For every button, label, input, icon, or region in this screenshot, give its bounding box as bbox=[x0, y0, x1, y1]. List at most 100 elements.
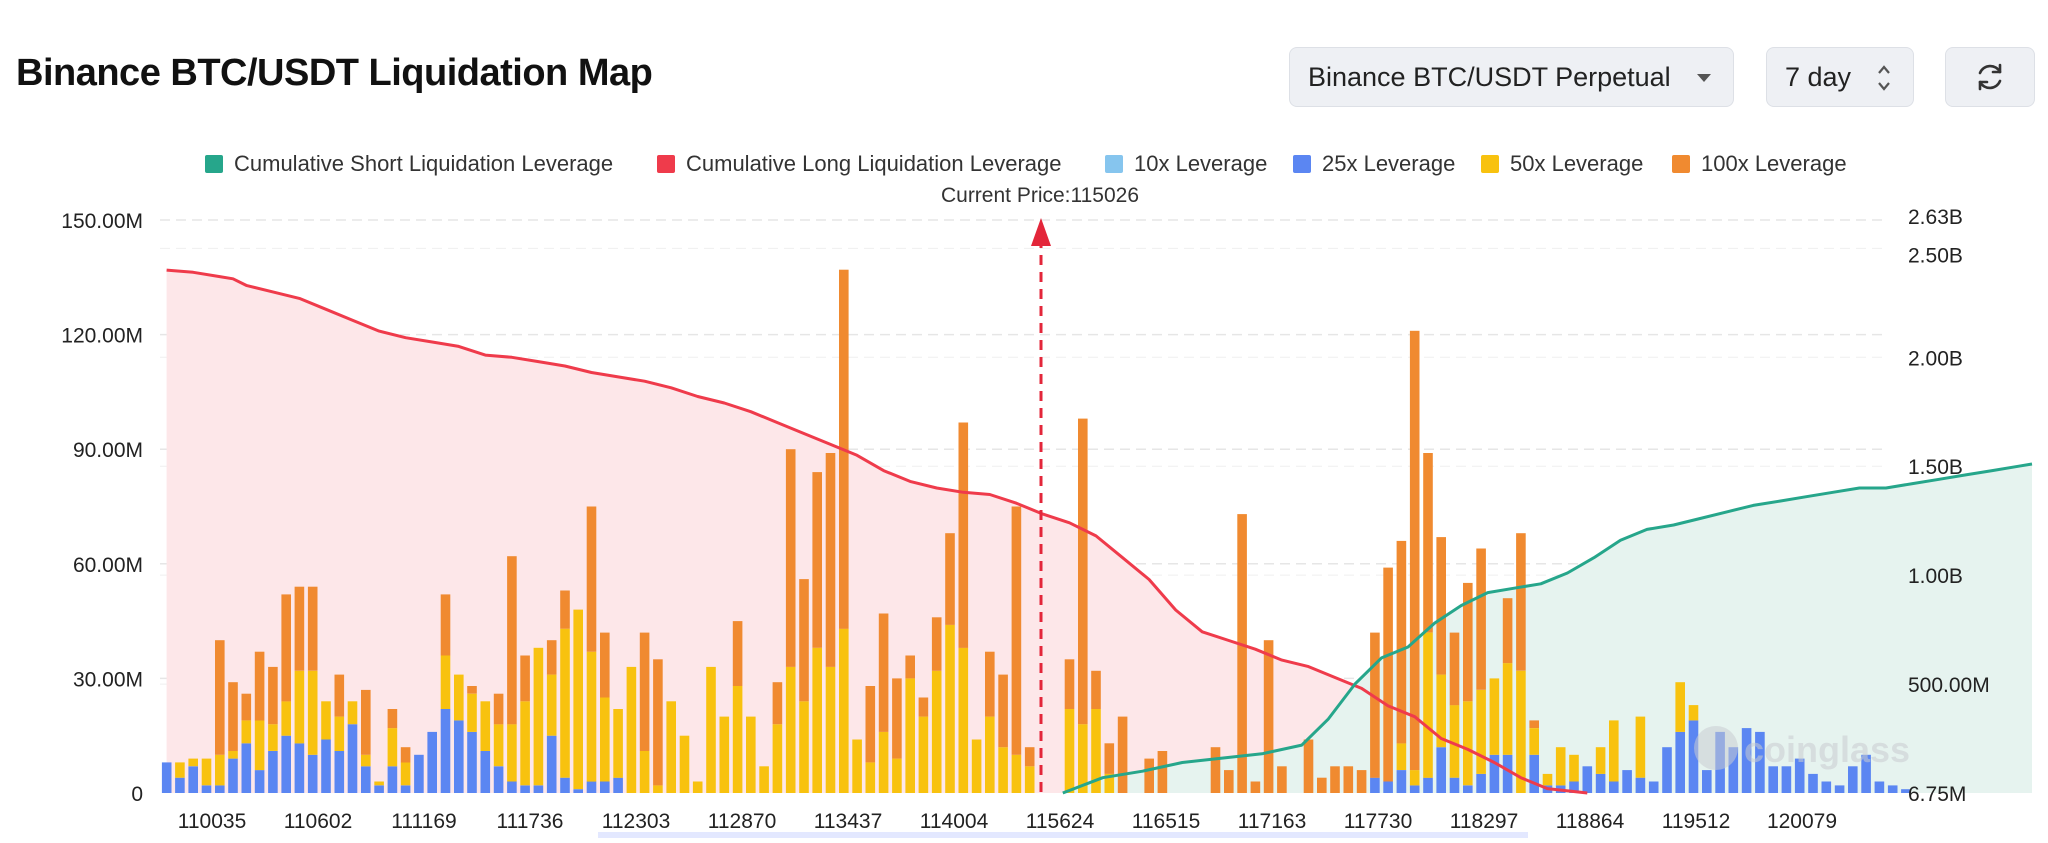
bar-segment[interactable] bbox=[1516, 670, 1526, 793]
bar-segment[interactable] bbox=[201, 785, 212, 793]
bar-segment[interactable] bbox=[1702, 770, 1712, 793]
bar-segment[interactable] bbox=[892, 678, 902, 759]
bar-segment[interactable] bbox=[307, 586, 318, 671]
bar-segment[interactable] bbox=[400, 785, 411, 793]
bar-segment[interactable] bbox=[1476, 548, 1486, 690]
bar-segment[interactable] bbox=[1569, 781, 1579, 794]
bar-segment[interactable] bbox=[1449, 632, 1460, 706]
bar-segment[interactable] bbox=[653, 785, 663, 793]
bar-segment[interactable] bbox=[759, 766, 769, 793]
bar-segment[interactable] bbox=[241, 693, 252, 721]
bar-segment[interactable] bbox=[241, 720, 252, 744]
bar-segment[interactable] bbox=[400, 762, 411, 786]
bar-segment[interactable] bbox=[493, 766, 504, 793]
bar-segment[interactable] bbox=[1078, 724, 1088, 793]
bar-segment[interactable] bbox=[1887, 785, 1898, 793]
bar-segment[interactable] bbox=[1794, 758, 1805, 793]
bar-segment[interactable] bbox=[1423, 453, 1433, 633]
bar-segment[interactable] bbox=[1848, 766, 1858, 793]
bar-segment[interactable] bbox=[507, 556, 517, 725]
bar-segment[interactable] bbox=[1555, 747, 1566, 786]
bar-segment[interactable] bbox=[188, 766, 198, 793]
bar-segment[interactable] bbox=[1011, 506, 1022, 755]
bar-segment[interactable] bbox=[1463, 701, 1473, 786]
bar-segment[interactable] bbox=[533, 785, 544, 793]
bar-segment[interactable] bbox=[799, 701, 809, 793]
bar-segment[interactable] bbox=[268, 751, 278, 793]
bar-segment[interactable] bbox=[1529, 728, 1539, 755]
bar-segment[interactable] bbox=[719, 716, 730, 793]
bar-segment[interactable] bbox=[1157, 751, 1168, 793]
bar-segment[interactable] bbox=[918, 697, 929, 717]
bar-segment[interactable] bbox=[918, 716, 929, 793]
bar-segment[interactable] bbox=[387, 709, 398, 729]
bar-segment[interactable] bbox=[1463, 582, 1473, 702]
bar-segment[interactable] bbox=[1675, 682, 1685, 732]
bar-segment[interactable] bbox=[361, 766, 371, 793]
bar-segment[interactable] bbox=[945, 624, 955, 793]
bar-segment[interactable] bbox=[254, 651, 265, 721]
bar-segment[interactable] bbox=[1516, 533, 1526, 671]
bar-segment[interactable] bbox=[1370, 777, 1380, 793]
bar-segment[interactable] bbox=[600, 697, 610, 782]
bar-segment[interactable] bbox=[1901, 789, 1911, 793]
bar-segment[interactable] bbox=[1064, 709, 1075, 793]
bar-segment[interactable] bbox=[1609, 720, 1619, 782]
bar-segment[interactable] bbox=[1502, 754, 1513, 793]
bar-segment[interactable] bbox=[254, 770, 265, 793]
bar-segment[interactable] bbox=[507, 724, 517, 782]
bar-segment[interactable] bbox=[732, 621, 743, 686]
bar-segment[interactable] bbox=[188, 758, 198, 767]
bar-segment[interactable] bbox=[520, 655, 530, 702]
exchange-pair-select[interactable]: Binance BTC/USDT Perpetual bbox=[1289, 47, 1734, 107]
bar-segment[interactable] bbox=[1489, 678, 1500, 755]
bar-segment[interactable] bbox=[1383, 781, 1393, 794]
bar-segment[interactable] bbox=[347, 724, 358, 793]
bar-segment[interactable] bbox=[321, 701, 331, 740]
bar-segment[interactable] bbox=[1436, 747, 1446, 793]
bar-segment[interactable] bbox=[467, 686, 477, 694]
bar-segment[interactable] bbox=[985, 716, 995, 793]
bar-segment[interactable] bbox=[294, 670, 305, 744]
bar-segment[interactable] bbox=[1502, 663, 1513, 755]
bar-segment[interactable] bbox=[626, 666, 637, 793]
bar-segment[interactable] bbox=[1728, 747, 1739, 793]
bar-segment[interactable] bbox=[1396, 540, 1407, 744]
bar-segment[interactable] bbox=[520, 785, 530, 793]
legend-item-1[interactable]: Cumulative Long Liquidation Leverage bbox=[686, 151, 1061, 176]
bar-segment[interactable] bbox=[228, 751, 238, 759]
bar-segment[interactable] bbox=[215, 640, 225, 755]
bar-segment[interactable] bbox=[1595, 747, 1606, 774]
bar-segment[interactable] bbox=[1396, 770, 1407, 793]
bar-segment[interactable] bbox=[1449, 777, 1460, 793]
bar-segment[interactable] bbox=[679, 735, 690, 793]
bar-segment[interactable] bbox=[839, 628, 849, 793]
bar-segment[interactable] bbox=[573, 609, 583, 790]
bar-segment[interactable] bbox=[1330, 766, 1340, 793]
bar-segment[interactable] bbox=[639, 751, 650, 793]
bar-segment[interactable] bbox=[546, 735, 557, 793]
bar-segment[interactable] bbox=[1117, 716, 1128, 793]
bar-segment[interactable] bbox=[1250, 781, 1261, 794]
bar-segment[interactable] bbox=[1317, 777, 1327, 793]
legend-item-0[interactable]: Cumulative Short Liquidation Leverage bbox=[234, 151, 613, 176]
bar-segment[interactable] bbox=[440, 709, 451, 793]
bar-segment[interactable] bbox=[414, 754, 424, 793]
bar-segment[interactable] bbox=[1409, 785, 1420, 793]
bar-segment[interactable] bbox=[1011, 754, 1022, 793]
bar-segment[interactable] bbox=[958, 647, 969, 793]
bar-segment[interactable] bbox=[812, 647, 822, 793]
bar-segment[interactable] bbox=[945, 533, 955, 625]
bar-segment[interactable] bbox=[732, 686, 743, 793]
bar-segment[interactable] bbox=[1423, 777, 1433, 793]
bar-segment[interactable] bbox=[905, 655, 915, 679]
bar-segment[interactable] bbox=[1263, 640, 1274, 793]
bar-segment[interactable] bbox=[493, 724, 504, 767]
bar-segment[interactable] bbox=[307, 754, 318, 793]
bar-segment[interactable] bbox=[454, 674, 464, 721]
bar-segment[interactable] bbox=[1569, 754, 1579, 782]
bar-segment[interactable] bbox=[546, 674, 557, 736]
bar-segment[interactable] bbox=[546, 640, 557, 675]
bar-segment[interactable] bbox=[334, 751, 345, 793]
bar-segment[interactable] bbox=[852, 739, 862, 794]
